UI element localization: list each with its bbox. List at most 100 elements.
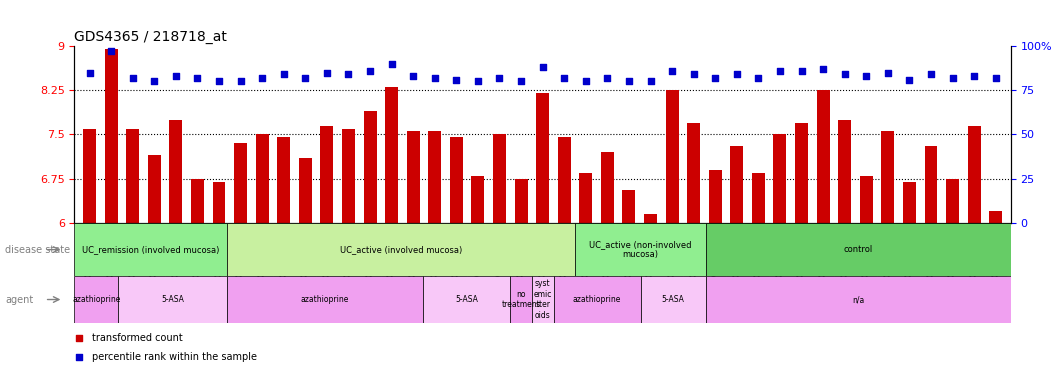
Point [297,75,314,81]
Bar [946,179,959,223]
Text: UC_remission (involved mucosa): UC_remission (involved mucosa) [82,245,219,254]
Bar [903,182,916,223]
Bar [817,90,830,223]
Point [555,75,572,81]
Bar [752,173,765,223]
Point [685,71,702,78]
Bar [709,170,721,223]
Point [427,75,444,81]
Text: syst
emic
ster
oids: syst emic ster oids [533,280,552,319]
Point [534,64,551,70]
Bar [234,143,247,223]
Text: agent: agent [5,295,34,305]
Text: 5-ASA: 5-ASA [161,295,184,304]
Point [362,68,379,74]
Bar [925,146,937,223]
Text: azathioprine: azathioprine [572,295,621,304]
Point [815,66,832,72]
Point [276,71,293,78]
Point [189,75,206,81]
FancyBboxPatch shape [118,276,227,323]
Text: 5-ASA: 5-ASA [662,295,685,304]
Bar [881,131,895,223]
Point [232,78,249,84]
FancyBboxPatch shape [227,223,576,276]
Point [793,68,810,74]
Bar [515,179,528,223]
Bar [579,173,593,223]
Point [642,78,659,84]
Point [81,70,98,76]
FancyBboxPatch shape [227,276,422,323]
Bar [342,129,355,223]
Bar [601,152,614,223]
Point [491,75,508,81]
Text: GDS4365 / 218718_at: GDS4365 / 218718_at [74,30,228,44]
Text: azathioprine: azathioprine [72,295,120,304]
Point [317,98,334,104]
Point [578,78,595,84]
FancyBboxPatch shape [74,276,118,323]
Point [706,75,724,81]
Text: percentile rank within the sample: percentile rank within the sample [92,352,256,362]
FancyBboxPatch shape [576,223,705,276]
Text: no
treatment: no treatment [501,290,541,309]
Point [383,61,400,67]
Bar [190,179,204,223]
Point [167,73,184,79]
Bar [169,120,182,223]
Point [966,73,983,79]
Bar [493,134,506,223]
Bar [471,175,484,223]
Point [599,75,616,81]
Bar [730,146,744,223]
Bar [364,111,377,223]
Bar [795,122,808,223]
FancyBboxPatch shape [553,276,641,323]
Bar [536,93,549,223]
Point [858,73,875,79]
Point [836,71,853,78]
Point [901,76,918,83]
Point [513,78,530,84]
Bar [278,137,290,223]
FancyBboxPatch shape [705,223,1011,276]
Bar [967,126,981,223]
Point [404,73,421,79]
Text: control: control [844,245,872,254]
Point [620,78,637,84]
Bar [687,122,700,223]
Bar [429,131,442,223]
Bar [774,134,786,223]
Point [664,68,681,74]
Point [922,71,940,78]
Bar [450,137,463,223]
Text: UC_active (non-involved
mucosa): UC_active (non-involved mucosa) [589,240,692,259]
Bar [83,129,96,223]
Bar [558,137,570,223]
Bar [644,214,656,223]
Bar [127,129,139,223]
Bar [622,190,635,223]
Point [318,70,335,76]
Text: UC_active (involved mucosa): UC_active (involved mucosa) [340,245,462,254]
Bar [299,158,312,223]
Point [879,70,896,76]
Bar [838,120,851,223]
Bar [213,182,226,223]
Text: 5-ASA: 5-ASA [455,295,478,304]
Text: transformed count: transformed count [92,333,182,343]
Bar [255,134,268,223]
Bar [104,49,118,223]
Point [728,71,745,78]
Point [102,48,119,55]
Bar [990,211,1002,223]
Point [253,75,270,81]
FancyBboxPatch shape [510,276,532,323]
Bar [148,155,161,223]
Point [771,68,788,74]
FancyBboxPatch shape [705,276,1011,323]
Point [211,78,228,84]
FancyBboxPatch shape [641,276,705,323]
FancyBboxPatch shape [422,276,510,323]
